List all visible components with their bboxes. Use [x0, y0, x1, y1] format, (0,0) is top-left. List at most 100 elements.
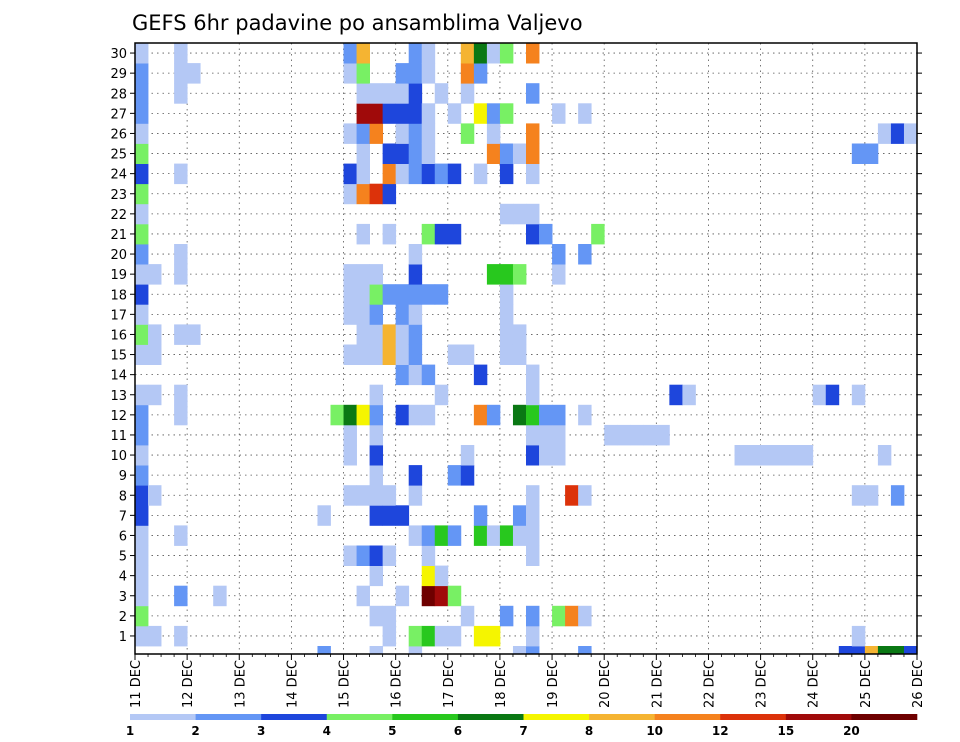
heatmap-cell: [343, 123, 357, 144]
heatmap-cell: [135, 565, 149, 587]
y-tick-label: 18: [110, 288, 127, 303]
heatmap-cell: [369, 646, 384, 655]
heatmap-cell: [552, 103, 566, 124]
heatmap-cell: [851, 625, 866, 647]
x-tick-label: 15 DEC: [338, 660, 353, 708]
colorbar-swatch: [654, 714, 721, 720]
heatmap-cell: [148, 625, 162, 647]
heatmap-cell: [486, 625, 501, 647]
heatmap-cell: [343, 344, 357, 365]
heatmap-cell: [903, 646, 918, 655]
heatmap-cell: [356, 163, 370, 185]
heatmap-cell: [447, 465, 462, 486]
heatmap-cell: [343, 183, 357, 205]
heatmap-cell: [395, 284, 410, 305]
y-tick-label: 4: [119, 570, 127, 585]
heatmap-cell: [473, 404, 488, 426]
y-tick-label: 2: [119, 610, 127, 625]
y-tick-label: 21: [110, 228, 127, 243]
colorbar-swatch: [851, 714, 918, 720]
heatmap-cell: [395, 505, 410, 526]
heatmap-cell: [526, 646, 540, 655]
heatmap-cell: [187, 324, 201, 345]
heatmap-cell: [447, 525, 462, 546]
heatmap-cell: [499, 43, 514, 64]
heatmap-cell: [382, 284, 397, 305]
heatmap-cell: [447, 103, 462, 124]
heatmap-cell: [539, 404, 553, 426]
heatmap-cell: [877, 646, 892, 655]
heatmap-cell: [851, 485, 866, 506]
heatmap-cell: [526, 203, 540, 225]
heatmap-cell: [174, 324, 188, 345]
heatmap-cell: [382, 625, 397, 647]
y-tick-label: 14: [110, 369, 127, 384]
heatmap-cell: [174, 585, 188, 607]
heatmap-cell: [447, 223, 462, 245]
heatmap-cell: [604, 424, 618, 446]
colorbar-label: 5: [388, 724, 396, 738]
heatmap-cell: [174, 244, 188, 265]
heatmap-cell: [447, 163, 462, 185]
colorbar-swatch: [785, 714, 852, 720]
heatmap-cell: [135, 284, 149, 305]
heatmap-cell: [135, 465, 149, 486]
heatmap-cell: [734, 445, 748, 466]
heatmap-cell: [526, 445, 540, 466]
heatmap-cell: [499, 264, 514, 285]
heatmap-cell: [552, 264, 566, 285]
heatmap-cell: [369, 324, 384, 345]
y-tick-label: 24: [110, 168, 127, 183]
heatmap-cell: [343, 485, 357, 506]
heatmap-cell: [408, 525, 423, 546]
heatmap-cell: [526, 123, 540, 144]
heatmap-cell: [786, 445, 801, 466]
y-tick-label: 22: [110, 208, 127, 223]
x-tick-label: 23 DEC: [755, 660, 770, 708]
y-tick-label: 23: [110, 188, 127, 203]
heatmap-cell: [343, 545, 357, 566]
heatmap-cell: [135, 244, 149, 265]
heatmap-cell: [395, 404, 410, 426]
heatmap-cell: [408, 83, 423, 104]
heatmap-cell: [434, 223, 449, 245]
colorbar-swatch: [589, 714, 655, 720]
heatmap-cell: [421, 525, 436, 546]
heatmap-cell: [174, 163, 188, 185]
heatmap-cell: [395, 63, 410, 84]
heatmap-cell: [343, 43, 357, 64]
heatmap-cell: [434, 565, 449, 587]
heatmap-cell: [460, 63, 475, 84]
colorbar-swatch: [130, 714, 196, 720]
heatmap-cell: [499, 284, 514, 305]
heatmap-cell: [356, 63, 370, 84]
heatmap-cell: [526, 43, 540, 64]
y-tick-label: 16: [110, 328, 127, 343]
heatmap-cell: [135, 123, 149, 144]
heatmap-cell: [669, 384, 683, 406]
heatmap-cell: [447, 625, 462, 647]
heatmap-cell: [382, 324, 397, 345]
heatmap-cell: [382, 163, 397, 185]
heatmap-cell: [512, 404, 527, 426]
heatmap-cell: [526, 525, 540, 546]
heatmap-cell: [434, 585, 449, 607]
heatmap-cell: [473, 103, 488, 124]
heatmap-cell: [174, 404, 188, 426]
heatmap-cell: [499, 525, 514, 546]
heatmap-cell: [382, 505, 397, 526]
y-tick-label: 19: [110, 268, 127, 283]
y-tick-label: 8: [119, 489, 127, 504]
heatmap-cell: [135, 43, 149, 64]
heatmap-cell: [135, 183, 149, 205]
heatmap-cell: [408, 284, 423, 305]
heatmap-cell: [864, 485, 879, 506]
heatmap-cell: [356, 183, 370, 205]
heatmap-cell: [552, 404, 566, 426]
y-tick-label: 1: [119, 630, 127, 645]
heatmap-cell: [343, 445, 357, 466]
colorbar-label: 3: [257, 724, 265, 738]
y-tick-label: 12: [110, 409, 127, 424]
y-tick-label: 6: [119, 529, 127, 544]
